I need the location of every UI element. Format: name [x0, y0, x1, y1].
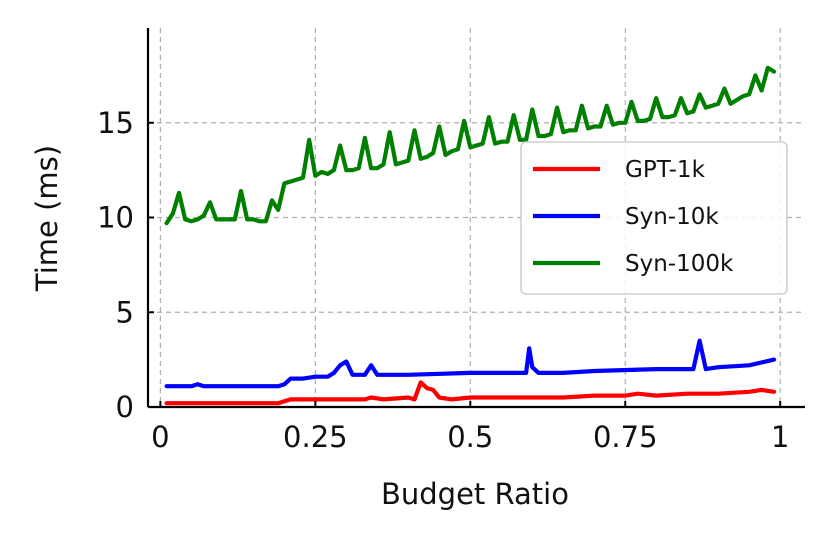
y-axis-label: Time (ms) — [30, 145, 64, 292]
y-tick-label: 10 — [97, 201, 134, 235]
series-line-syn-10k — [164, 338, 777, 389]
legend-label: Syn-100k — [625, 251, 734, 277]
x-tick-label: 0.25 — [283, 420, 348, 454]
legend-label: GPT-1k — [625, 157, 706, 183]
x-ticks: 0 0.25 0.5 0.75 1 — [151, 401, 789, 454]
y-tick-label: 5 — [116, 295, 134, 329]
series-line-gpt-1k — [164, 380, 777, 406]
legend: GPT-1k Syn-10k Syn-100k — [520, 141, 788, 295]
x-tick-label: 1 — [771, 420, 789, 454]
x-tick-label: 0 — [151, 420, 169, 454]
x-tick-label: 0.75 — [593, 420, 658, 454]
x-tick-label: 0.5 — [447, 420, 493, 454]
y-tick-label: 15 — [97, 106, 134, 140]
y-ticks: 0 5 10 15 — [97, 106, 154, 424]
legend-label: Syn-10k — [625, 204, 719, 230]
y-tick-label: 0 — [116, 390, 134, 424]
series-line-syn-100k — [164, 65, 777, 226]
x-axis-label: Budget Ratio — [381, 477, 569, 511]
series-lines — [164, 65, 777, 406]
legend-box — [520, 141, 788, 295]
